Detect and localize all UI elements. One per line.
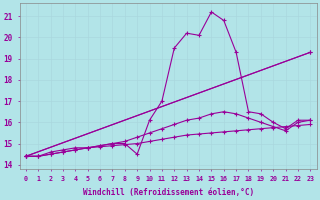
X-axis label: Windchill (Refroidissement éolien,°C): Windchill (Refroidissement éolien,°C) xyxy=(83,188,254,197)
